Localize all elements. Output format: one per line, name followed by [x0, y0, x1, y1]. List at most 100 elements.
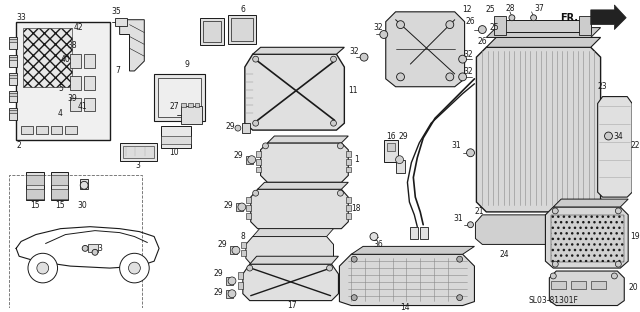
Bar [226, 277, 233, 285]
Bar [70, 98, 81, 111]
Polygon shape [245, 54, 344, 130]
Circle shape [120, 253, 149, 283]
Circle shape [247, 265, 253, 271]
Bar [70, 54, 81, 68]
Circle shape [616, 261, 621, 267]
Bar [26, 173, 44, 200]
Text: 18: 18 [351, 204, 361, 213]
Circle shape [370, 233, 378, 241]
Bar [84, 98, 95, 111]
Bar [115, 18, 127, 26]
Circle shape [509, 15, 515, 21]
Polygon shape [246, 236, 333, 266]
Bar [21, 126, 33, 134]
Bar [195, 103, 200, 107]
Circle shape [326, 265, 333, 271]
Circle shape [457, 295, 463, 300]
Polygon shape [486, 37, 600, 47]
Circle shape [380, 31, 388, 38]
Polygon shape [251, 189, 348, 229]
Circle shape [552, 261, 558, 267]
Bar [161, 136, 191, 144]
Text: 37: 37 [534, 4, 545, 13]
Bar [241, 242, 246, 248]
Bar [154, 74, 205, 121]
Text: 8: 8 [241, 232, 245, 241]
Bar [346, 159, 351, 165]
Bar [70, 76, 81, 90]
Bar [387, 143, 395, 151]
Text: 25: 25 [490, 23, 499, 32]
Bar [9, 175, 142, 309]
Circle shape [235, 125, 241, 131]
Circle shape [459, 73, 467, 81]
Text: 19: 19 [630, 232, 640, 241]
Text: 7: 7 [115, 66, 120, 76]
Text: 27: 27 [169, 102, 179, 111]
Text: 24: 24 [499, 250, 509, 259]
Polygon shape [258, 182, 348, 189]
Text: 3: 3 [135, 161, 140, 170]
Bar [571, 281, 586, 289]
Text: 9: 9 [184, 60, 189, 69]
Bar [238, 282, 243, 289]
Text: 29: 29 [233, 151, 243, 160]
Circle shape [351, 256, 357, 262]
Polygon shape [268, 136, 348, 143]
Polygon shape [591, 5, 626, 30]
Polygon shape [476, 215, 565, 244]
Polygon shape [351, 246, 474, 254]
Text: 34: 34 [614, 132, 623, 140]
Text: 14: 14 [401, 303, 410, 312]
Circle shape [248, 156, 255, 163]
Bar [346, 167, 351, 173]
Circle shape [616, 208, 621, 214]
Bar [9, 93, 17, 95]
Circle shape [228, 277, 236, 285]
Bar [346, 205, 351, 211]
Polygon shape [545, 207, 628, 268]
Circle shape [80, 181, 88, 189]
Text: 5: 5 [58, 84, 63, 93]
Bar [346, 151, 351, 157]
Bar [9, 91, 17, 103]
Bar [591, 281, 605, 289]
Text: 41: 41 [77, 102, 87, 111]
Text: FR.: FR. [560, 13, 578, 23]
Polygon shape [260, 143, 348, 182]
Text: 29: 29 [213, 288, 223, 297]
Bar [26, 175, 44, 185]
Circle shape [337, 190, 344, 196]
Text: 33: 33 [16, 13, 26, 22]
Text: 32: 32 [464, 50, 474, 59]
Bar [420, 227, 428, 238]
Bar [158, 78, 202, 117]
Text: 15: 15 [54, 201, 65, 209]
Text: 29: 29 [225, 122, 235, 131]
Circle shape [92, 249, 98, 255]
Polygon shape [486, 27, 600, 37]
Bar [246, 205, 251, 211]
Polygon shape [339, 254, 474, 305]
Text: 4: 4 [58, 109, 63, 118]
Text: 15: 15 [30, 201, 40, 209]
Circle shape [253, 56, 259, 62]
Circle shape [531, 15, 536, 21]
Bar [9, 37, 17, 49]
Bar [255, 151, 260, 157]
Circle shape [446, 21, 454, 29]
Polygon shape [598, 97, 632, 197]
Polygon shape [243, 264, 339, 300]
Circle shape [253, 190, 259, 196]
Text: 39: 39 [67, 94, 77, 103]
Bar [228, 15, 255, 44]
Bar [236, 203, 243, 211]
Polygon shape [250, 256, 339, 264]
Polygon shape [120, 20, 144, 71]
Circle shape [28, 253, 58, 283]
Circle shape [611, 273, 618, 279]
Polygon shape [549, 271, 624, 305]
Text: 40: 40 [61, 55, 70, 64]
Circle shape [129, 262, 140, 274]
Text: 20: 20 [628, 283, 638, 292]
